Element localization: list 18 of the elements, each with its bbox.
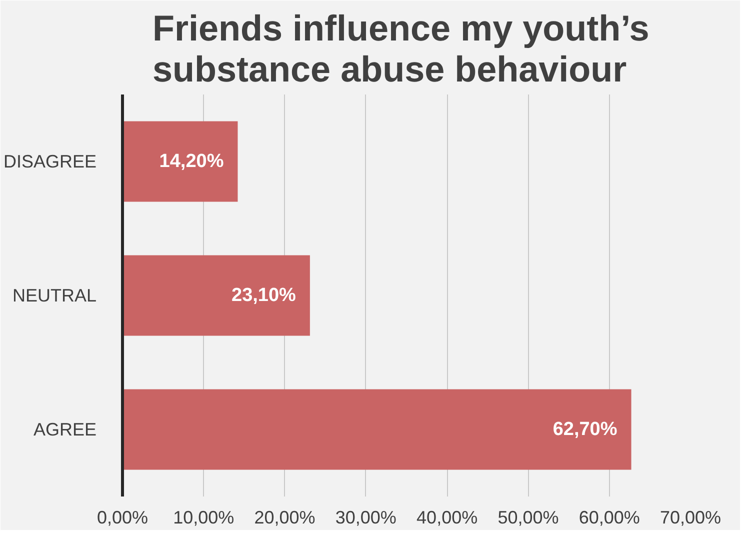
y-tick-label: AGREE: [33, 420, 97, 440]
chart-title: Friends influence my youth’s substance abuse behaviour: [152, 8, 650, 90]
x-tick-label: 50,00%: [498, 508, 559, 528]
x-tick-label: 60,00%: [578, 508, 640, 528]
x-tick-label: 20,00%: [254, 508, 316, 528]
y-tick-label: DISAGREE: [3, 152, 97, 172]
x-tick-label: 10,00%: [173, 508, 234, 528]
x-tick-label: 30,00%: [335, 508, 396, 528]
x-tick-label: 40,00%: [416, 508, 478, 528]
data-label: 23,10%: [232, 285, 296, 306]
y-tick-label: NEUTRAL: [12, 286, 96, 306]
x-tick-label: 0,00%: [96, 508, 148, 528]
bar: [122, 389, 632, 470]
bar: [122, 121, 238, 202]
x-tick-label: 70,00%: [660, 508, 722, 528]
bar: [122, 255, 310, 336]
data-label: 14,20%: [159, 151, 224, 172]
data-label: 62,70%: [552, 419, 618, 440]
